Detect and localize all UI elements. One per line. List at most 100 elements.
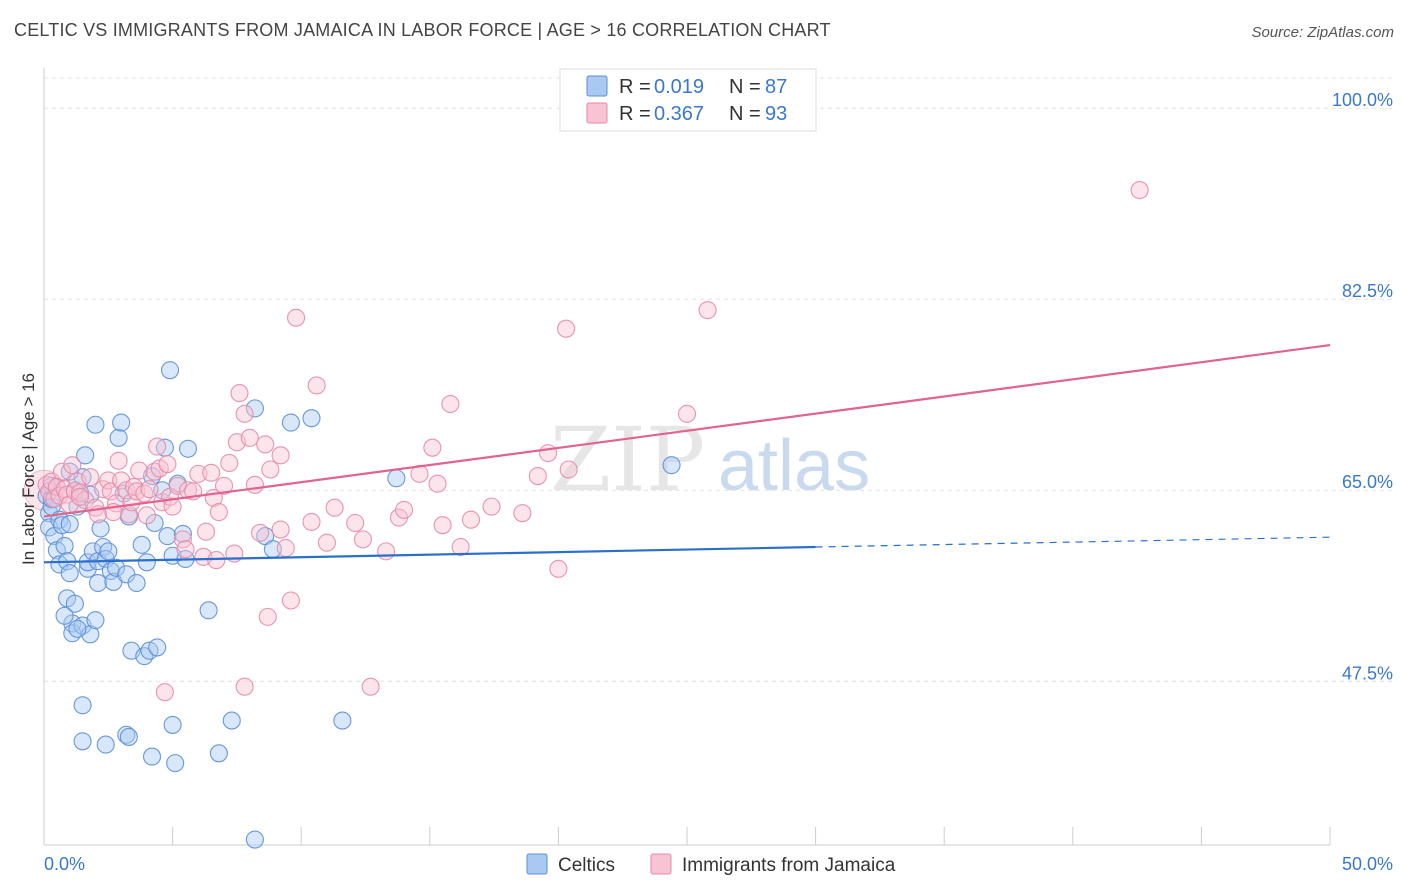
scatter-point-jamaica	[276, 539, 295, 558]
scatter-point-jamaica	[207, 551, 226, 570]
scatter-point-celtics	[135, 647, 154, 666]
scatter-point-jamaica	[271, 446, 290, 465]
scatter-point-celtics	[132, 535, 151, 554]
scatter-point-celtics	[222, 711, 241, 730]
scatter-point-celtics	[199, 601, 218, 620]
scatter-point-celtics	[106, 558, 126, 577]
scatter-point-jamaica	[76, 491, 95, 510]
scatter-point-jamaica	[325, 498, 344, 517]
scatter-point-celtics	[209, 744, 228, 763]
trend-line-celtics	[43, 545, 816, 564]
scatter-point-jamaica	[559, 460, 578, 479]
scatter-point-celtics	[178, 439, 198, 458]
legend-n-label-2: N =	[729, 103, 761, 125]
legend-n-value-1: 87	[765, 76, 787, 98]
scatter-point-jamaica	[109, 451, 128, 470]
scatter-point-celtics	[173, 524, 192, 543]
scatter-point-jamaica	[148, 437, 167, 456]
scatter-point-celtics	[60, 564, 79, 583]
scatter-point-celtics	[86, 611, 105, 630]
scatter-point-jamaica	[346, 513, 365, 533]
series-legend: Celtics Immigrants from Jamaica	[526, 853, 896, 876]
trend-lines	[43, 343, 1331, 564]
scatter-point-jamaica	[261, 460, 280, 479]
source-label: Source: ZipAtlas.com	[1251, 24, 1394, 41]
scatter-point-jamaica	[202, 463, 221, 482]
trend-line-jamaica	[43, 343, 1331, 518]
trend-line-celtics-extension	[815, 536, 1331, 548]
scatter-point-jamaica	[557, 319, 576, 338]
scatter-point-celtics	[101, 561, 120, 581]
scatter-point-celtics	[73, 696, 92, 715]
x-tick-label-max: 50.0%	[1342, 854, 1393, 874]
legend-swatch-celtics	[586, 75, 608, 97]
scatter-point-jamaica	[209, 503, 228, 522]
legend-r-value-1: 0.019	[654, 76, 704, 98]
scatter-point-celtics	[60, 515, 79, 534]
scatter-point-jamaica	[250, 523, 270, 542]
bottom-legend-swatch-jamaica	[650, 853, 672, 875]
stats-legend: R = 0.019 N = 87 R = 0.367 N = 93	[559, 68, 817, 132]
scatter-point-jamaica	[677, 404, 697, 423]
scatter-point-celtics	[73, 732, 92, 751]
scatter-point-jamaica	[189, 464, 208, 483]
scatter-point-jamaica	[1130, 181, 1149, 200]
scatter-point-celtics	[148, 638, 167, 657]
scatter-point-celtics	[88, 573, 108, 593]
scatter-point-jamaica	[256, 435, 275, 454]
scatter-point-jamaica	[81, 468, 100, 487]
watermark-atlas: atlas	[718, 426, 870, 506]
legend-swatch-jamaica	[586, 102, 608, 124]
bottom-legend-label-jamaica: Immigrants from Jamaica	[682, 855, 896, 876]
scatter-point-jamaica	[122, 493, 141, 512]
scatter-point-jamaica	[176, 540, 195, 559]
scatter-point-jamaica	[214, 476, 234, 495]
y-tick-labels: 47.5% 65.0% 82.5% 100.0%	[1332, 90, 1393, 683]
scatter-point-celtics	[142, 747, 162, 766]
scatter-point-jamaica	[137, 506, 156, 525]
legend-r-label-2: R =	[619, 103, 651, 125]
scatter-point-jamaica	[539, 444, 558, 463]
scatter-point-celtics	[163, 715, 182, 734]
scatter-point-jamaica	[423, 438, 442, 457]
bottom-legend-label-celtics: Celtics	[558, 855, 615, 876]
scatter-point-jamaica	[196, 522, 216, 541]
scatter-point-celtics	[662, 456, 681, 475]
scatter-point-jamaica	[353, 530, 372, 549]
scatter-point-celtics	[112, 413, 131, 432]
y-tick-label: 82.5%	[1342, 281, 1393, 301]
scatter-point-celtics	[99, 542, 118, 561]
scatter-point-jamaica	[70, 487, 90, 506]
scatter-point-jamaica	[461, 510, 481, 529]
scatter-point-celtics	[119, 727, 138, 746]
x-tick-label-min: 0.0%	[44, 854, 85, 874]
scatter-point-celtics	[245, 830, 264, 849]
scatter-point-celtics	[109, 428, 128, 447]
scatter-point-jamaica	[528, 467, 547, 486]
scatter-point-jamaica	[240, 428, 259, 447]
scatter-point-celtics	[127, 573, 146, 593]
gridlines	[44, 77, 1393, 682]
scatter-point-jamaica	[317, 533, 336, 552]
scatter-point-jamaica	[307, 376, 326, 395]
scatter-point-jamaica	[361, 677, 380, 696]
scatter-point-jamaica	[482, 497, 501, 516]
scatter-point-jamaica	[441, 394, 460, 414]
scatter-point-jamaica	[549, 559, 568, 578]
scatter-point-celtics	[86, 415, 105, 434]
scatter-point-celtics	[65, 594, 84, 613]
scatter-point-celtics	[166, 754, 185, 773]
scatter-point-celtics	[55, 536, 74, 555]
scatter-point-jamaica	[99, 471, 118, 490]
scatter-point-jamaica	[302, 512, 321, 531]
scatter-point-jamaica	[451, 537, 470, 557]
scatter-point-jamaica	[163, 497, 182, 516]
scatter-point-celtics	[117, 725, 136, 744]
scatter-point-jamaica	[140, 480, 159, 499]
scatter-point-jamaica	[698, 301, 717, 320]
scatter-point-jamaica	[155, 683, 174, 702]
scatter-point-jamaica	[158, 454, 177, 474]
scatter-point-jamaica	[513, 504, 532, 523]
scatter-point-celtics	[158, 527, 177, 546]
